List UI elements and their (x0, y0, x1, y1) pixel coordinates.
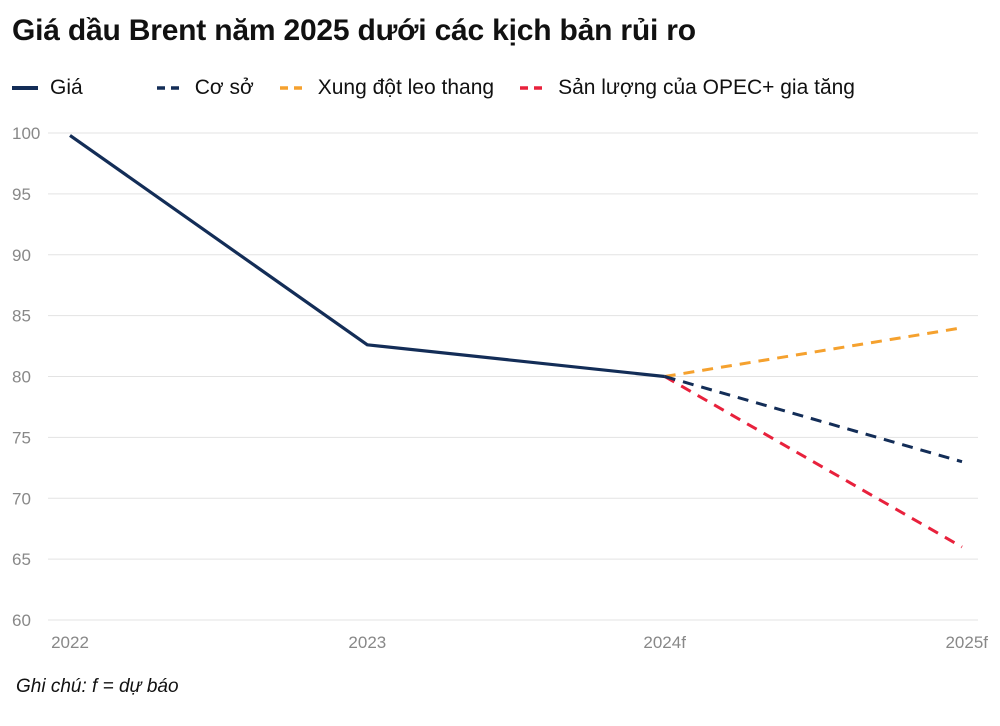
series-line-1 (664, 375, 963, 464)
legend-item-gia: Giá (12, 76, 83, 100)
legend-item-co-so: Cơ sở (156, 76, 254, 100)
chart-note: Ghi chú: f = dự báo (16, 676, 179, 697)
legend-swatch-xung-dot (279, 86, 306, 90)
series-line-0 (69, 134, 665, 379)
y-tick-label: 65 (12, 550, 31, 569)
y-tick-label: 95 (12, 185, 31, 204)
y-tick-label: 100 (12, 124, 40, 143)
x-tick-label: 2023 (348, 633, 386, 652)
legend-label-xung-dot: Xung đột leo thang (317, 76, 495, 99)
y-tick-label: 75 (12, 428, 31, 447)
legend-swatch-co-so (156, 86, 183, 90)
y-tick-label: 80 (12, 368, 31, 387)
x-tick-label: 2022 (51, 633, 89, 652)
series-line-3 (663, 375, 963, 549)
legend-swatch-opec (520, 86, 547, 90)
gridlines (48, 132, 978, 621)
legend: Giá Cơ sở Xung đột leo thang Sản lượng c… (12, 74, 881, 102)
legend-label-opec: Sản lượng của OPEC+ gia tăng (558, 76, 855, 99)
y-axis-ticks: 100 95 90 85 80 75 70 65 60 (12, 124, 40, 630)
x-axis-ticks: 2022 2023 2024f 2025f (51, 633, 988, 652)
series-lines (69, 134, 963, 549)
y-tick-label: 70 (12, 489, 31, 508)
legend-item-opec: Sản lượng của OPEC+ gia tăng (520, 76, 855, 100)
chart-title: Giá dầu Brent năm 2025 dưới các kịch bản… (12, 14, 696, 47)
legend-item-xung-dot: Xung đột leo thang (279, 76, 495, 100)
x-tick-label: 2024f (643, 633, 686, 652)
legend-label-co-so: Cơ sở (194, 76, 254, 99)
y-tick-label: 85 (12, 307, 31, 326)
y-tick-label: 90 (12, 246, 31, 265)
series-line-2 (664, 326, 963, 378)
legend-swatch-gia (12, 86, 38, 90)
x-tick-label: 2025f (945, 633, 988, 652)
y-tick-label: 60 (12, 611, 31, 630)
legend-label-gia: Giá (50, 76, 83, 99)
